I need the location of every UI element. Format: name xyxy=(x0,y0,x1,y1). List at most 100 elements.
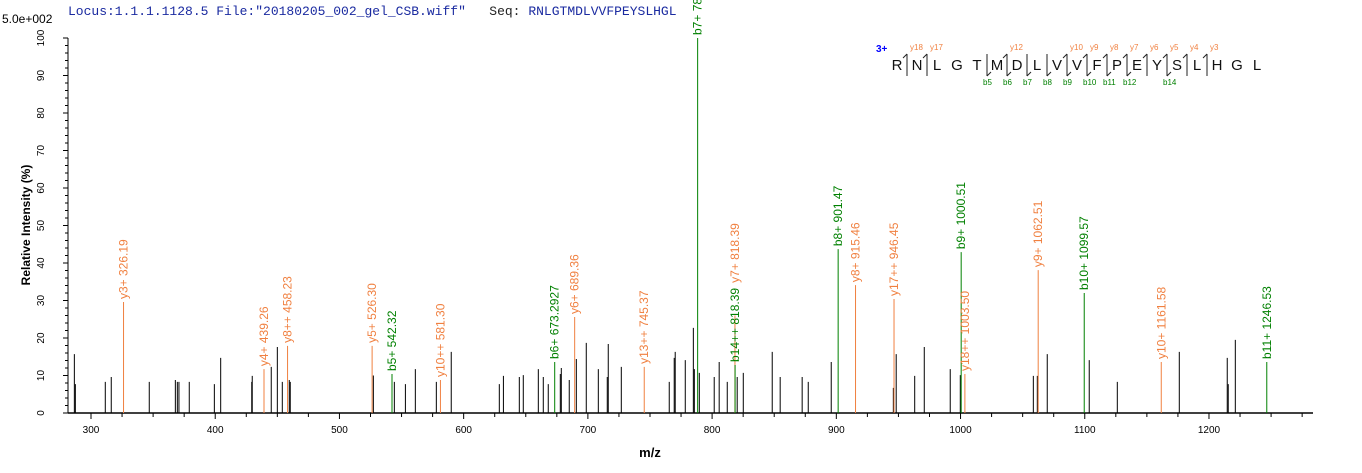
y-tick-label: 30 xyxy=(36,295,47,307)
y-ion-label: y10 xyxy=(1070,43,1083,52)
b-bracket-tick xyxy=(986,71,992,77)
peak-label: y13++ 745.37 xyxy=(637,290,651,364)
peak-label: b10+ 1099.57 xyxy=(1077,216,1091,290)
charge-state: 3+ xyxy=(876,44,888,55)
y-tick-label: 50 xyxy=(36,220,47,232)
peak-label: y8+ 915.46 xyxy=(849,222,863,282)
peak-label: b14++ 818.39 xyxy=(728,288,742,362)
x-tick-label: 700 xyxy=(580,425,597,436)
sequence-residue: T xyxy=(972,57,981,74)
b-ion-label: b5 xyxy=(983,78,992,87)
sequence-residue: V xyxy=(1072,57,1082,74)
x-tick-label: 400 xyxy=(207,425,224,436)
y-tick-label: 60 xyxy=(36,182,47,194)
b-ion-label: b14 xyxy=(1163,78,1177,87)
y-ion-label: y18 xyxy=(910,43,923,52)
b-bracket-tick xyxy=(1046,71,1052,77)
peak-label: y4+ 439.26 xyxy=(257,306,271,366)
peak-label: y17++ 946.45 xyxy=(887,222,901,296)
peak-label: y3+ 326.19 xyxy=(117,239,131,299)
sequence-residue: H xyxy=(1212,57,1223,74)
y-tick-label: 90 xyxy=(36,70,47,82)
x-tick-label: 1100 xyxy=(1074,425,1096,436)
x-tick-label: 800 xyxy=(704,425,721,436)
peak-label: y7+ 818.39 xyxy=(728,223,742,283)
peak-label: y9+ 1062.51 xyxy=(1031,200,1045,267)
peak-label: b9+ 1000.51 xyxy=(954,182,968,249)
peak-label: y6+ 689.36 xyxy=(568,254,582,314)
sequence-residue: L xyxy=(933,57,941,74)
y-ion-label: y5 xyxy=(1170,43,1179,52)
y-bracket-tick xyxy=(1142,53,1148,59)
peak-label: b5+ 542.32 xyxy=(385,310,399,371)
y-bracket-tick xyxy=(1062,53,1068,59)
b-bracket-tick xyxy=(1026,71,1032,77)
b-ion-label: b8 xyxy=(1043,78,1052,87)
y-bracket-tick xyxy=(1202,53,1208,59)
y-ion-label: y12 xyxy=(1010,43,1023,52)
y-bracket-tick xyxy=(1082,53,1088,59)
sequence-residue: M xyxy=(991,57,1004,74)
x-axis-label: m/z xyxy=(639,445,661,460)
b-bracket-tick xyxy=(1066,71,1072,77)
y-bracket-tick xyxy=(1122,53,1128,59)
y-axis-label: Relative Intensity (%) xyxy=(19,165,33,286)
b-ion-label: b9 xyxy=(1063,78,1072,87)
sequence-residue: S xyxy=(1172,57,1182,74)
sequence-residue: G xyxy=(951,57,963,74)
peak-label: y8++ 458.23 xyxy=(281,276,295,343)
b-bracket-tick xyxy=(1106,71,1112,77)
sequence-residue: R xyxy=(892,57,903,74)
sequence-residue: F xyxy=(1092,57,1101,74)
y-bracket-tick xyxy=(1182,53,1188,59)
y-tick-label: 10 xyxy=(36,370,47,382)
y-tick-label: 80 xyxy=(36,107,47,119)
x-tick-label: 500 xyxy=(331,425,348,436)
y-bracket-tick xyxy=(902,53,908,59)
y-tick-label: 0 xyxy=(36,410,47,416)
sequence-residue: L xyxy=(1033,57,1041,74)
y-ion-label: y3 xyxy=(1210,43,1219,52)
sequence-residue: G xyxy=(1231,57,1243,74)
b-bracket-tick xyxy=(1006,71,1012,77)
x-tick-label: 600 xyxy=(455,425,472,436)
y-tick-label: 70 xyxy=(36,145,47,157)
b-ion-label: b11 xyxy=(1103,78,1116,87)
peak-label: b8+ 901.47 xyxy=(831,185,845,246)
sequence-residue: N xyxy=(912,57,923,74)
b-ion-label: b12 xyxy=(1123,78,1137,87)
b-bracket-tick xyxy=(1166,71,1172,77)
sequence-residue: Y xyxy=(1152,57,1162,74)
x-tick-label: 1000 xyxy=(949,425,972,436)
x-tick-label: 300 xyxy=(83,425,100,436)
y-tick-label: 100 xyxy=(36,29,47,46)
sequence-residue: E xyxy=(1132,57,1142,74)
b-bracket-tick xyxy=(1086,71,1092,77)
peak-label: y10++ 581.30 xyxy=(433,303,447,377)
peak-label: b6+ 673.2927 xyxy=(548,285,562,359)
spectrum-header: Locus:1.1.1.1128.5 File:"20180205_002_ge… xyxy=(68,4,677,19)
y-ion-label: y8 xyxy=(1110,43,1119,52)
y-bracket-tick xyxy=(1002,53,1008,59)
intensity-scale-label: 5.0e+002 xyxy=(2,12,53,26)
b-bracket-tick xyxy=(1126,71,1132,77)
sequence-residue: L xyxy=(1193,57,1201,74)
peak-label: b7+ 788.36 xyxy=(691,0,705,35)
peak-label: b11+ 1246.53 xyxy=(1260,286,1274,359)
y-tick-label: 20 xyxy=(36,332,47,344)
b-ion-label: b7 xyxy=(1023,78,1032,87)
sequence-text: RNLGTMDLVVFPEYSLHGL xyxy=(528,4,677,19)
b-ion-label: b6 xyxy=(1003,78,1012,87)
y-ion-label: y7 xyxy=(1130,43,1139,52)
y-ion-label: y6 xyxy=(1150,43,1159,52)
y-bracket-tick xyxy=(1102,53,1108,59)
x-tick-label: 1200 xyxy=(1198,425,1221,436)
peak-label: y5+ 526.30 xyxy=(365,283,379,343)
y-ion-label: y9 xyxy=(1090,43,1099,52)
y-ion-label: y4 xyxy=(1190,43,1199,52)
y-bracket-tick xyxy=(922,53,928,59)
y-bracket-tick xyxy=(1162,53,1168,59)
y-ion-label: y17 xyxy=(930,43,943,52)
sequence-residue: V xyxy=(1052,57,1062,74)
